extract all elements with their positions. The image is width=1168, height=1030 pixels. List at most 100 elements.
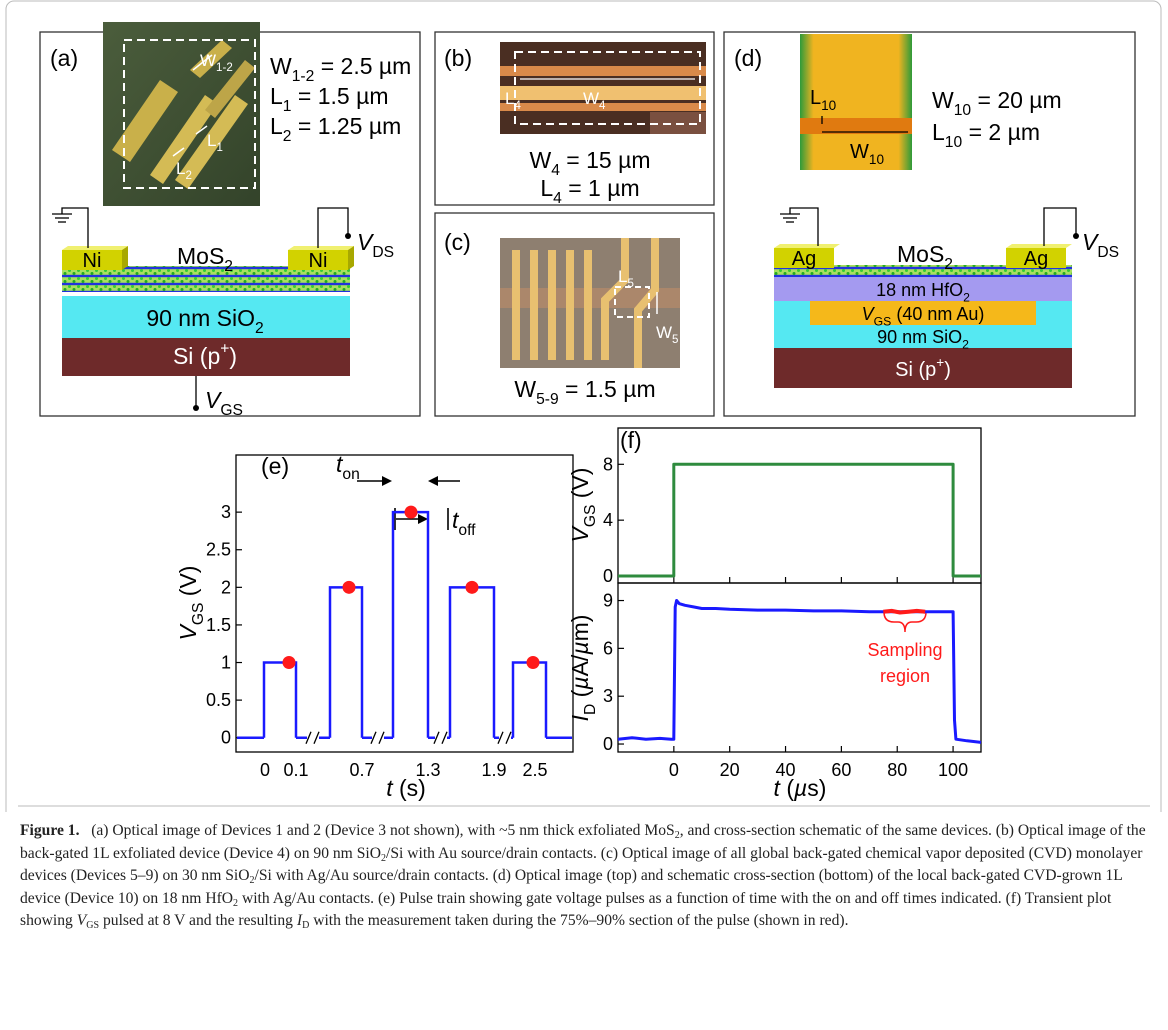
text-part: 1 (283, 98, 292, 115)
y-tick-label: 1 (221, 653, 231, 673)
brace (884, 612, 926, 632)
sample-point (527, 656, 540, 669)
text-part: 10 (821, 98, 837, 113)
text-part: L (270, 83, 283, 109)
text-part: 2 (963, 290, 970, 304)
contact-label: Ag (1024, 248, 1048, 270)
caption-text: pulsed at 8 V and the resulting (99, 912, 297, 929)
text-part: 90 nm SiO (146, 305, 255, 331)
y-tick-label: 0 (603, 566, 613, 586)
x-tick-label: 100 (938, 760, 968, 780)
text-part: 10 (945, 134, 963, 151)
terminal-label: VDS (357, 229, 394, 261)
text-part: ) (944, 359, 951, 381)
text-part: 4 (514, 100, 521, 112)
text-part: GS (220, 402, 243, 419)
text-part: L (207, 131, 216, 150)
text-part: W (850, 141, 869, 163)
terminal-label: VGS (205, 387, 243, 419)
text-part: 1-2 (216, 62, 233, 74)
dimension: L2 = 1.25 µm (270, 113, 401, 145)
text-part: A/ (567, 654, 593, 676)
text-part: L (176, 159, 185, 178)
timing-arrows (357, 476, 460, 530)
x-tick-label: 40 (776, 760, 796, 780)
sample-point (466, 581, 479, 594)
text-part: = 2 µm (962, 119, 1040, 145)
optical-image (500, 42, 706, 134)
text-part: ( (567, 689, 593, 703)
sample-point (343, 581, 356, 594)
pulse (513, 663, 546, 738)
pulse (393, 512, 428, 738)
dimension: L4 = 1 µm (540, 175, 639, 207)
text-part: 2 (283, 128, 292, 145)
x-tick-label: 2.5 (522, 760, 547, 780)
y-tick-label: 0 (603, 734, 613, 754)
contact-label: Ni (83, 250, 102, 272)
text-part: L (618, 267, 627, 286)
text-part: Si (p (173, 343, 220, 369)
panel-label: (a) (50, 45, 78, 71)
text-part: 10 (954, 102, 972, 119)
optical-image (103, 22, 260, 206)
text-part: MoS (897, 241, 944, 267)
text-part: m) (567, 615, 593, 642)
text-part: off (458, 522, 476, 539)
sample-trace (883, 611, 925, 613)
terminal-label: VDS (1082, 229, 1119, 261)
x-tick-label: 20 (720, 760, 740, 780)
pulse (450, 587, 494, 737)
text-part: Si (p (895, 359, 936, 381)
annotation: Sampling (867, 640, 942, 660)
y-tick-label: 2.5 (206, 540, 231, 560)
text-part: µ (567, 676, 593, 690)
pulse (330, 587, 362, 737)
text-part: DS (1097, 244, 1119, 261)
panel-label: (f) (620, 427, 642, 453)
text-part: W (200, 51, 216, 70)
text-part: W (932, 87, 954, 113)
y-tick-label: 3 (221, 502, 231, 522)
text-part: 2 (224, 258, 233, 275)
x-tick-label: 0 (669, 760, 679, 780)
text-part: 10 (869, 152, 885, 167)
text-part: (V) (567, 468, 593, 505)
text-part: L (932, 119, 945, 145)
y-tick-label: 8 (603, 454, 613, 474)
text-part: 90 nm SiO (877, 327, 962, 347)
text-part: = 20 µm (971, 87, 1062, 113)
panel-label: (c) (444, 229, 471, 255)
panel-label: (d) (734, 45, 762, 71)
text-part: = 1 µm (562, 175, 640, 201)
dimension: L1 = 1.5 µm (270, 83, 389, 115)
y-axis-label: VGS (V) (175, 566, 207, 641)
text-part: 4 (553, 190, 562, 207)
y-tick-label: 0.5 (206, 690, 231, 710)
text-part: W (529, 147, 551, 173)
text-part: L (270, 113, 283, 139)
text-part: 5 (672, 334, 678, 346)
trace (618, 464, 981, 576)
y-axis-label: ID (µA/µm) (567, 615, 599, 722)
pulse (264, 663, 296, 738)
text-part: L (505, 89, 514, 108)
caption-text: V (77, 912, 87, 929)
dimension: W1-2 = 2.5 µm (270, 53, 411, 85)
page: Figure 1 { "panel_a": {"label": "(a)", "… (0, 0, 1168, 1030)
text-part: 1 (216, 142, 222, 154)
text-part: (40 nm Au) (891, 304, 984, 324)
y-tick-label: 1.5 (206, 615, 231, 635)
annotation: toff (452, 507, 476, 539)
y-tick-label: 4 (603, 510, 613, 530)
text-part: + (936, 355, 944, 370)
x-tick-label: 0.1 (283, 760, 308, 780)
text-part: 2 (944, 256, 953, 273)
sample-point (405, 506, 418, 519)
figure: (a) W1-2 L1 L2 W1-2 = 2.5 µm L1 = 1.5 µm… (0, 0, 1168, 812)
contact-label: Ag (792, 248, 816, 270)
panel-label: (e) (261, 453, 289, 479)
plot-frame (236, 455, 573, 752)
text-part: 4 (599, 100, 606, 112)
annotation: ton (336, 451, 360, 483)
